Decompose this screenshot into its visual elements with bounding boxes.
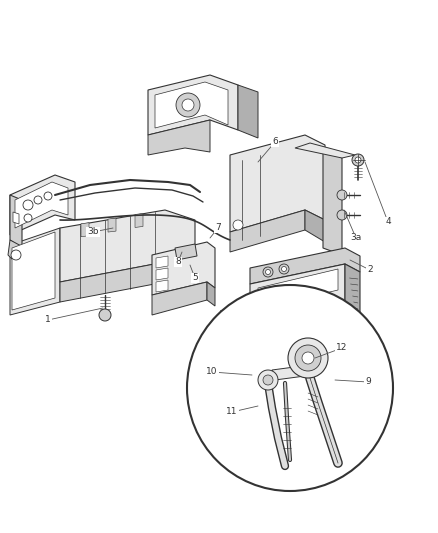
Circle shape [295, 345, 321, 371]
Polygon shape [60, 262, 165, 302]
Circle shape [302, 352, 314, 364]
Polygon shape [165, 262, 195, 290]
Polygon shape [156, 268, 168, 280]
Polygon shape [12, 232, 55, 310]
Circle shape [337, 190, 347, 200]
Polygon shape [323, 148, 342, 255]
Circle shape [355, 157, 361, 163]
Polygon shape [155, 82, 228, 128]
Circle shape [265, 270, 271, 274]
Circle shape [352, 154, 364, 166]
Text: 10: 10 [206, 367, 218, 376]
Circle shape [11, 250, 21, 260]
Polygon shape [258, 269, 338, 309]
Circle shape [282, 266, 286, 271]
Polygon shape [250, 264, 345, 330]
Text: 3a: 3a [350, 233, 362, 243]
Polygon shape [295, 143, 355, 158]
Circle shape [263, 267, 273, 277]
Polygon shape [156, 280, 168, 292]
Text: 11: 11 [226, 408, 238, 416]
Text: 4: 4 [385, 217, 391, 227]
Polygon shape [148, 75, 238, 135]
Circle shape [233, 220, 243, 230]
Circle shape [24, 214, 32, 222]
Polygon shape [175, 244, 197, 260]
Circle shape [258, 370, 278, 390]
Polygon shape [10, 195, 22, 248]
Text: 7: 7 [215, 223, 221, 232]
Polygon shape [81, 223, 89, 237]
Circle shape [34, 196, 42, 204]
Circle shape [23, 200, 33, 210]
Circle shape [44, 192, 52, 200]
Polygon shape [305, 210, 325, 242]
Circle shape [288, 338, 328, 378]
Polygon shape [8, 240, 28, 265]
Text: 6: 6 [272, 138, 278, 147]
Polygon shape [108, 218, 116, 232]
Polygon shape [10, 228, 60, 315]
Polygon shape [60, 210, 195, 282]
Polygon shape [152, 282, 207, 315]
Text: 9: 9 [365, 377, 371, 386]
Polygon shape [272, 366, 305, 380]
Circle shape [176, 93, 200, 117]
Text: 5: 5 [192, 273, 198, 282]
Polygon shape [230, 210, 305, 252]
Polygon shape [152, 242, 215, 295]
Circle shape [279, 264, 289, 274]
Circle shape [182, 99, 194, 111]
Polygon shape [148, 120, 210, 155]
Polygon shape [250, 248, 360, 284]
Polygon shape [238, 85, 258, 138]
Polygon shape [135, 213, 143, 228]
Polygon shape [156, 256, 168, 268]
Text: 2: 2 [367, 265, 373, 274]
Circle shape [337, 210, 347, 220]
Polygon shape [207, 282, 215, 306]
Text: 1: 1 [45, 316, 51, 325]
Text: 12: 12 [336, 343, 348, 352]
Text: 3b: 3b [87, 228, 99, 237]
Text: 8: 8 [175, 257, 181, 266]
Polygon shape [13, 212, 19, 224]
Circle shape [263, 375, 273, 385]
Polygon shape [10, 175, 75, 235]
Polygon shape [15, 182, 68, 228]
Polygon shape [230, 135, 325, 232]
Circle shape [187, 285, 393, 491]
Circle shape [99, 309, 111, 321]
Polygon shape [345, 264, 360, 318]
